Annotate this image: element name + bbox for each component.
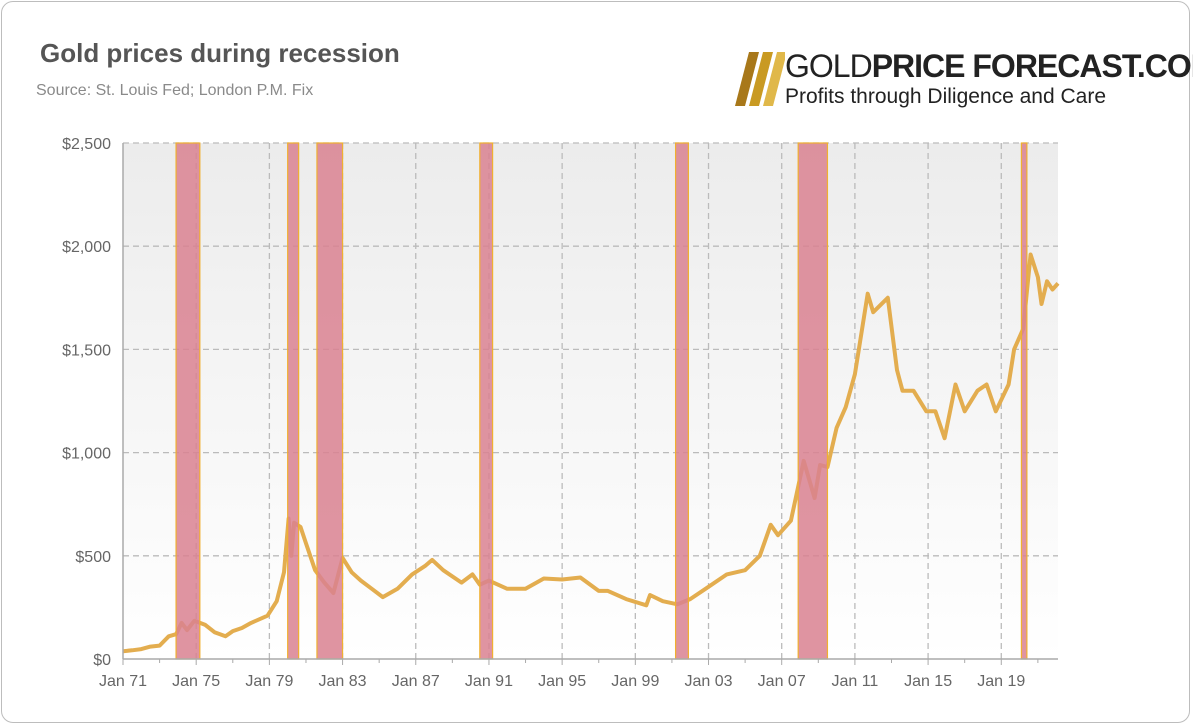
x-tick-label: Jan 71 — [99, 673, 147, 690]
y-tick-label: $1,000 — [62, 446, 111, 463]
x-tick-label: Jan 83 — [319, 673, 367, 690]
recession-bar — [797, 142, 829, 660]
x-tick-label: Jan 11 — [831, 673, 878, 690]
x-tick-label: Jan 99 — [611, 673, 659, 690]
x-tick-label: Jan 95 — [538, 673, 586, 690]
recession-bar — [175, 142, 201, 660]
logo-wordmark: GOLDPRICE FORECAST.COM — [785, 48, 1193, 84]
y-tick-label: $1,500 — [62, 342, 111, 359]
logo-tagline: Profits through Diligence and Care — [785, 85, 1107, 108]
x-tick-label: Jan 91 — [465, 673, 513, 690]
recession-bar — [1020, 142, 1028, 660]
x-tick-label: Jan 75 — [172, 673, 220, 690]
brand-logo: GOLDPRICE FORECAST.COM Profits through D… — [735, 48, 1193, 118]
chart-title: Gold prices during recession — [40, 38, 400, 68]
x-tick-label: Jan 07 — [758, 673, 806, 690]
x-tick-label: Jan 79 — [245, 673, 293, 690]
y-tick-label: $0 — [93, 652, 111, 669]
y-tick-label: $500 — [75, 549, 111, 566]
recession-bar — [287, 142, 300, 660]
plot-area — [123, 143, 1058, 659]
x-tick-label: Jan 19 — [977, 673, 1025, 690]
x-tick-label: Jan 87 — [392, 673, 440, 690]
recession-bar — [479, 142, 494, 660]
x-tick-label: Jan 15 — [904, 673, 952, 690]
gold-price-line — [122, 252, 1060, 654]
chart-source: Source: St. Louis Fed; London P.M. Fix — [36, 82, 314, 99]
logo-stripes-icon — [735, 52, 787, 106]
y-tick-label: $2,000 — [62, 239, 111, 256]
recession-bar — [674, 142, 689, 660]
y-tick-label: $2,500 — [62, 136, 111, 153]
recession-bar — [316, 142, 344, 660]
x-tick-label: Jan 03 — [684, 673, 732, 690]
